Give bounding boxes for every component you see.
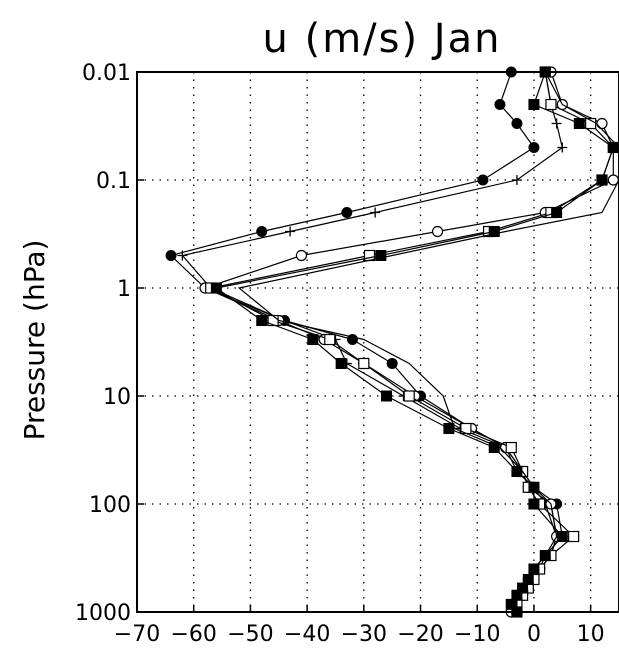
- y-tick-label: 0.1: [96, 169, 131, 194]
- data-point: [177, 250, 188, 261]
- data-point: [477, 174, 489, 186]
- chart-title: u (m/s) Jan: [263, 16, 502, 62]
- data-point: [528, 141, 540, 153]
- data-point: [494, 99, 506, 111]
- data-point: [335, 357, 347, 369]
- x-tick-label: −50: [227, 622, 273, 647]
- plot-frame: [136, 71, 619, 613]
- data-point: [285, 226, 296, 237]
- data-point: [307, 334, 319, 346]
- data-point: [545, 98, 557, 111]
- data-point: [488, 226, 500, 238]
- series-line: [208, 71, 614, 612]
- data-point: [551, 207, 563, 219]
- data-point: [403, 390, 415, 402]
- series-1: [165, 66, 568, 618]
- data-point: [386, 357, 398, 369]
- series-6: [237, 71, 619, 612]
- data-point: [573, 118, 585, 130]
- series-2: [177, 67, 568, 617]
- data-point: [381, 390, 393, 402]
- ticks: −70 −60 −50 −40 −30 −20 −10 0 10 0.01 0.1 1 10 100 100…: [75, 61, 605, 647]
- data-point: [596, 174, 608, 186]
- data-point: [607, 141, 619, 153]
- series-line: [169, 71, 563, 612]
- data-point: [295, 249, 308, 262]
- series-3: [199, 66, 619, 618]
- x-tick-label: −40: [284, 622, 330, 647]
- data-point: [528, 498, 540, 510]
- series-line: [181, 71, 563, 612]
- data-point: [556, 531, 568, 543]
- data-point: [358, 357, 370, 370]
- y-tick-label: 1000: [75, 601, 131, 626]
- data-point: [511, 175, 522, 185]
- data-point: [341, 207, 353, 219]
- y-tick-label: 0.01: [82, 61, 131, 86]
- y-tick-label: 100: [89, 493, 131, 518]
- x-tick-label: 10: [577, 622, 605, 647]
- data-point: [375, 249, 387, 261]
- data-point: [568, 530, 580, 543]
- data-point: [596, 117, 608, 130]
- data-point: [165, 249, 177, 261]
- data-point: [443, 423, 455, 435]
- data-point: [431, 225, 444, 238]
- x-tick-label: 0: [527, 622, 541, 647]
- series-5: [210, 66, 619, 618]
- data-point: [511, 465, 523, 477]
- x-tick-label: −30: [341, 622, 387, 647]
- data-point: [256, 226, 268, 238]
- data-point: [551, 118, 562, 129]
- data-point: [370, 207, 381, 218]
- series-line: [237, 71, 619, 612]
- series-line: [203, 71, 614, 613]
- data-point: [210, 282, 222, 294]
- data-point: [505, 598, 517, 610]
- x-tick-label: −70: [114, 622, 160, 647]
- x-tick-label: −10: [454, 622, 500, 647]
- grid: [137, 72, 619, 612]
- data-point: [528, 99, 540, 111]
- y-tick-label: 10: [103, 385, 131, 410]
- data-point: [256, 315, 268, 327]
- data-point: [557, 142, 568, 153]
- x-tick-label: −20: [397, 622, 443, 647]
- y-axis-label: Pressure (hPa): [18, 240, 51, 441]
- y-tick-label: 1: [117, 277, 131, 302]
- data-point: [324, 333, 336, 346]
- data-point: [511, 118, 523, 130]
- x-tick-label: −60: [170, 622, 216, 647]
- series-layer: [165, 66, 619, 618]
- data-point: [505, 441, 517, 454]
